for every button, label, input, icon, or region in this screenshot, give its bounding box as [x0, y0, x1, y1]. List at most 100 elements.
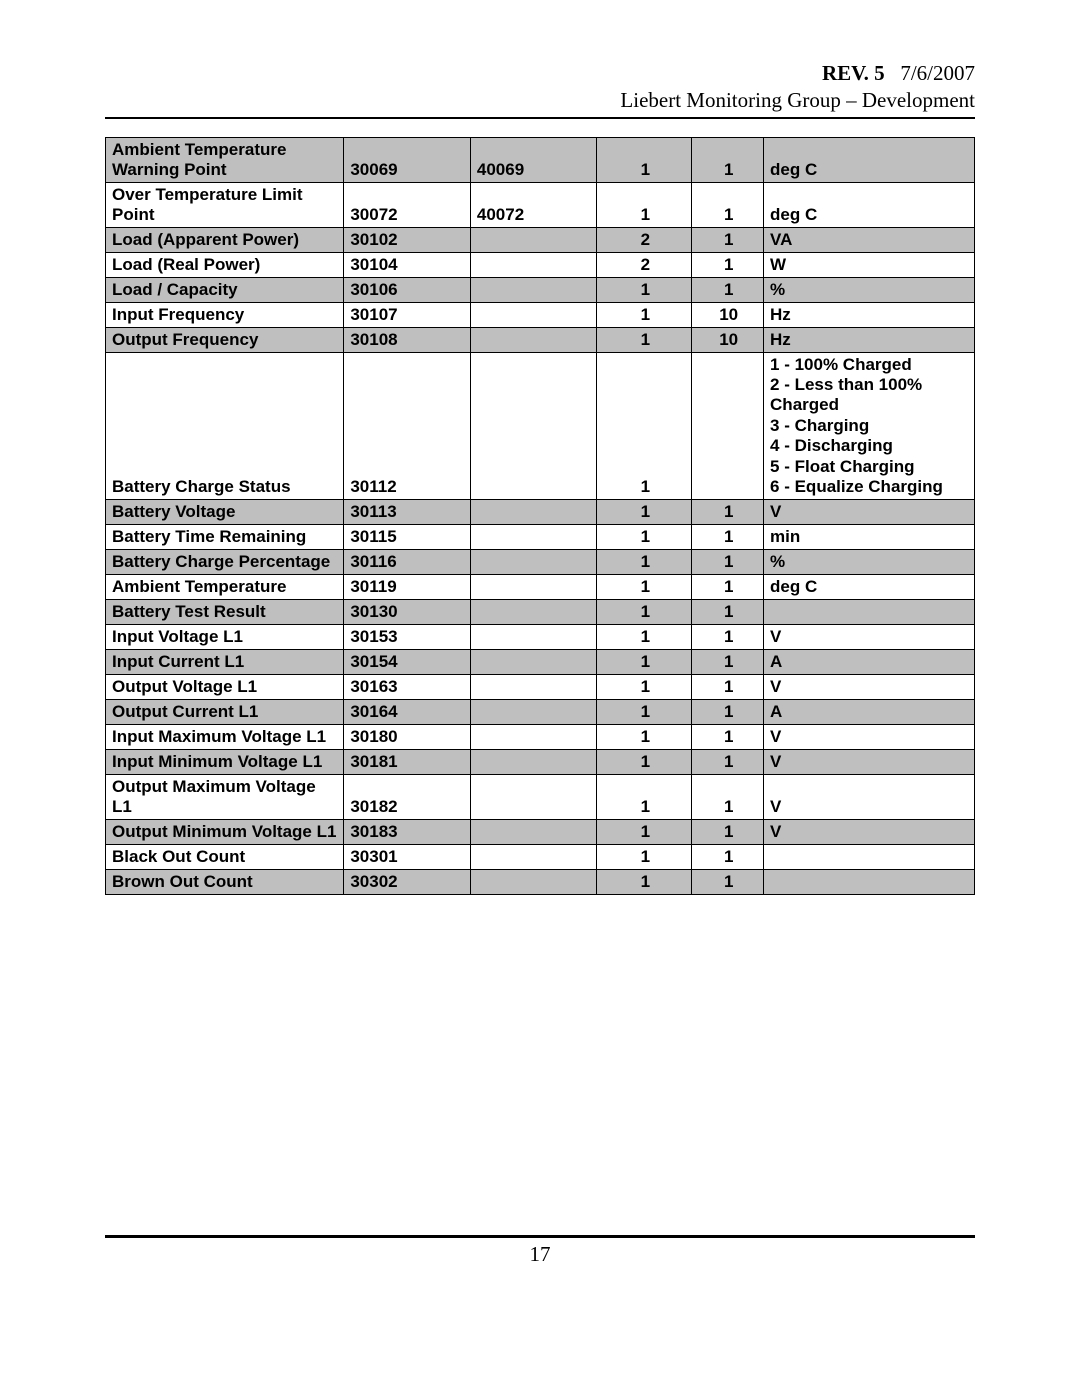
table-cell	[470, 775, 597, 820]
table-cell: W	[764, 252, 975, 277]
table-cell: 1	[597, 137, 692, 182]
table-cell: 1	[692, 525, 764, 550]
table-cell: V	[764, 820, 975, 845]
table-cell	[470, 575, 597, 600]
table-cell: Output Voltage L1	[106, 675, 344, 700]
table-cell: 30107	[344, 302, 471, 327]
table-cell: 1	[692, 575, 764, 600]
table-cell: Ambient Temperature	[106, 575, 344, 600]
table-cell	[470, 675, 597, 700]
table-cell: deg C	[764, 182, 975, 227]
table-cell	[470, 650, 597, 675]
table-cell: 1	[597, 277, 692, 302]
table-row: Black Out Count3030111	[106, 845, 975, 870]
table-cell: Battery Charge Status	[106, 352, 344, 500]
table-cell: V	[764, 625, 975, 650]
table-cell: 1	[597, 675, 692, 700]
table-cell: 1	[692, 227, 764, 252]
table-cell: Input Voltage L1	[106, 625, 344, 650]
table-cell: 40069	[470, 137, 597, 182]
table-cell: 30302	[344, 870, 471, 895]
table-cell: 30130	[344, 600, 471, 625]
table-cell: 1	[597, 750, 692, 775]
table-cell: Load (Apparent Power)	[106, 227, 344, 252]
table-cell	[470, 725, 597, 750]
table-row: Ambient Temperature Warning Point3006940…	[106, 137, 975, 182]
table-cell	[470, 625, 597, 650]
table-cell	[470, 700, 597, 725]
table-cell	[470, 525, 597, 550]
table-cell: 1	[692, 750, 764, 775]
table-cell: Input Frequency	[106, 302, 344, 327]
table-cell: Output Current L1	[106, 700, 344, 725]
table-cell: Input Current L1	[106, 650, 344, 675]
table-cell: 1	[597, 725, 692, 750]
table-cell: Battery Time Remaining	[106, 525, 344, 550]
table-cell	[470, 845, 597, 870]
table-cell: V	[764, 675, 975, 700]
table-cell	[470, 327, 597, 352]
table-row: Battery Test Result3013011	[106, 600, 975, 625]
table-cell: min	[764, 525, 975, 550]
table-cell	[470, 352, 597, 500]
register-table: Ambient Temperature Warning Point3006940…	[105, 137, 975, 896]
table-cell: 1	[597, 302, 692, 327]
table-cell: 30181	[344, 750, 471, 775]
table-cell: Input Maximum Voltage L1	[106, 725, 344, 750]
table-cell: 1	[692, 775, 764, 820]
table-cell	[470, 550, 597, 575]
table-row: Battery Voltage3011311V	[106, 500, 975, 525]
table-cell: A	[764, 650, 975, 675]
table-cell	[692, 352, 764, 500]
table-cell: 30069	[344, 137, 471, 182]
table-cell	[764, 870, 975, 895]
table-cell: 1	[597, 700, 692, 725]
table-row: Load (Apparent Power)3010221VA	[106, 227, 975, 252]
table-cell: 2	[597, 252, 692, 277]
table-cell: Input Minimum Voltage L1	[106, 750, 344, 775]
table-cell: 30112	[344, 352, 471, 500]
table-cell: 1	[692, 500, 764, 525]
table-cell: 1	[597, 870, 692, 895]
table-cell: 1	[597, 775, 692, 820]
table-cell: %	[764, 550, 975, 575]
table-cell: Hz	[764, 327, 975, 352]
table-cell: 30106	[344, 277, 471, 302]
table-cell: 1	[597, 845, 692, 870]
table-cell: 1	[692, 820, 764, 845]
table-row: Battery Charge Percentage3011611%	[106, 550, 975, 575]
table-cell: 1	[692, 700, 764, 725]
table-cell: Hz	[764, 302, 975, 327]
table-row: Load / Capacity3010611%	[106, 277, 975, 302]
table-cell: A	[764, 700, 975, 725]
table-cell: 1	[692, 650, 764, 675]
page-number: 17	[105, 1242, 975, 1267]
table-cell: 30108	[344, 327, 471, 352]
table-cell: Load / Capacity	[106, 277, 344, 302]
table-cell: 30182	[344, 775, 471, 820]
table-cell: 1	[692, 252, 764, 277]
table-row: Input Frequency30107110Hz	[106, 302, 975, 327]
table-cell: 30164	[344, 700, 471, 725]
table-cell: 1	[692, 600, 764, 625]
table-cell: 10	[692, 327, 764, 352]
table-row: Output Voltage L13016311V	[106, 675, 975, 700]
table-cell	[470, 600, 597, 625]
table-cell: 30163	[344, 675, 471, 700]
table-cell: 30102	[344, 227, 471, 252]
table-cell: 1	[597, 182, 692, 227]
header-rule	[105, 117, 975, 119]
table-cell: 1	[692, 870, 764, 895]
table-cell: 30113	[344, 500, 471, 525]
table-row: Brown Out Count3030211	[106, 870, 975, 895]
table-cell	[764, 845, 975, 870]
table-cell: Battery Test Result	[106, 600, 344, 625]
table-row: Over Temperature Limit Point300724007211…	[106, 182, 975, 227]
table-cell: 30119	[344, 575, 471, 600]
table-cell	[470, 500, 597, 525]
table-cell	[470, 277, 597, 302]
table-cell	[764, 600, 975, 625]
table-row: Output Maximum Voltage L13018211V	[106, 775, 975, 820]
table-cell: V	[764, 750, 975, 775]
table-cell: V	[764, 725, 975, 750]
